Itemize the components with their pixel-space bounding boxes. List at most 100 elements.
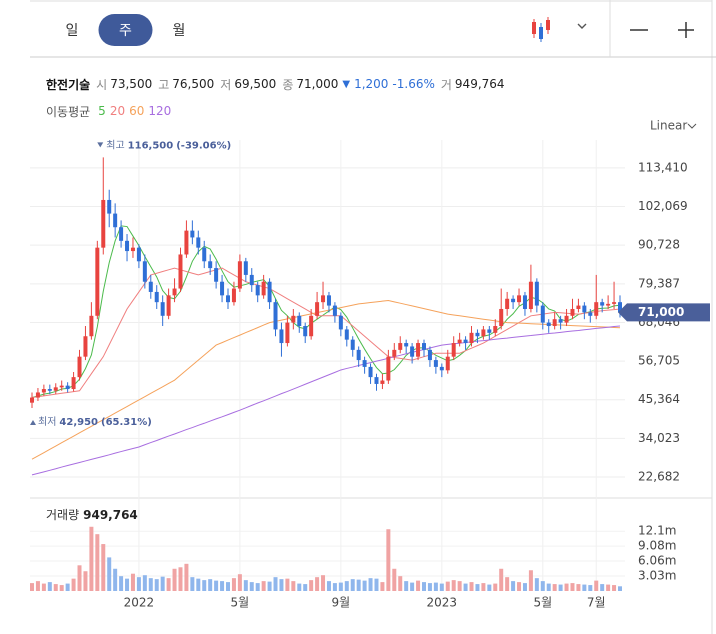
candle-body [190, 230, 195, 238]
extreme-label: 최저 42,950 (65.31%) [38, 416, 152, 428]
tab[interactable]: 주 [119, 23, 132, 39]
volume-bar [119, 576, 124, 591]
icon-part [539, 27, 543, 39]
candle-body [89, 315, 94, 337]
candle-body [481, 329, 486, 337]
volume-bar [95, 534, 100, 591]
volume-title: 거래량 949,764 [46, 508, 138, 522]
volume-bar [142, 575, 147, 591]
y-tick-label: 9.08m [638, 539, 676, 553]
ma-legend: 이동평균 5 20 60 120 [46, 103, 171, 119]
candle-body [350, 339, 355, 350]
volume-bar [160, 576, 165, 591]
max-marker [97, 142, 104, 148]
volume-bar [196, 578, 201, 591]
chart-type-icon[interactable] [532, 17, 550, 42]
candle-body [220, 281, 225, 296]
field-label: 고 [158, 77, 170, 92]
extreme-label: 최고 116,500 (-39.06%) [106, 139, 231, 151]
candle-body [517, 295, 522, 303]
volume-bar [285, 578, 290, 591]
candle-body [83, 336, 88, 357]
candle-body [344, 329, 349, 340]
candle-body [522, 295, 527, 309]
volume-bar [558, 584, 563, 591]
volume-bar [570, 583, 575, 591]
scale-caret[interactable] [687, 123, 697, 129]
candle-body [582, 305, 587, 313]
volume-bar [332, 583, 337, 591]
candle-body [243, 261, 248, 275]
y-tick-label: 22,682 [638, 470, 680, 484]
x-tick-label: 9월 [332, 596, 351, 610]
candle-body [386, 356, 391, 381]
dropdown-caret[interactable] [577, 23, 587, 29]
volume-bar [517, 582, 522, 591]
volume-bar [433, 582, 438, 591]
y-tick-label: 3.03m [638, 569, 676, 583]
candle-body [71, 377, 76, 390]
volume-bar [594, 580, 599, 591]
candle-body [564, 315, 569, 323]
candle-body [552, 319, 557, 327]
volume-bar [564, 583, 569, 591]
candle-body [231, 288, 236, 303]
volume-bar [47, 582, 52, 591]
candle-body [178, 254, 183, 289]
y-tick-label: 12.1m [638, 524, 676, 538]
candle-body [196, 237, 201, 248]
volume-bar [315, 577, 320, 591]
candle-body [208, 261, 213, 269]
candle-body [279, 329, 284, 344]
volume-bar [41, 583, 46, 591]
volume-bar [511, 581, 516, 591]
candle-body [600, 302, 605, 306]
candle-body [606, 303, 611, 306]
zoom-in[interactable] [678, 22, 694, 38]
tab[interactable]: 일 [66, 23, 79, 39]
legend-entry: 20 [109, 104, 126, 118]
candle-body [303, 326, 308, 337]
candle-body [95, 247, 100, 316]
volume-bar [410, 582, 415, 591]
candle-body [35, 392, 40, 398]
icon-part [532, 22, 536, 34]
volume-bar [59, 585, 64, 591]
volume-bar [261, 581, 266, 591]
extreme-text: 최저 [38, 416, 56, 428]
volume-bar [326, 581, 331, 591]
volume-bar [178, 567, 183, 591]
candle-body [493, 326, 498, 333]
x-tick-label: 2022 [124, 596, 155, 610]
candle-body [321, 295, 326, 303]
candle-body [291, 315, 296, 323]
tab-active-bg [98, 14, 153, 46]
tab[interactable]: 월 [173, 23, 186, 39]
ma-line [31, 267, 621, 399]
volume-bar [600, 584, 605, 591]
volume-bar [380, 582, 385, 591]
volume-bar [291, 581, 296, 591]
volume-bar [386, 529, 391, 591]
volume-bar [208, 579, 213, 591]
volume-bar [83, 571, 88, 591]
volume-bar [125, 578, 130, 591]
volume-bar [190, 577, 195, 591]
volume-bar [226, 582, 230, 591]
candle-body [380, 380, 385, 384]
candle-body [546, 322, 551, 327]
scale-toggle[interactable]: Linear [650, 119, 687, 133]
volume-bar [154, 579, 159, 591]
volume-bar [546, 583, 551, 591]
volume-bar [522, 583, 527, 591]
y-tick-label: 90,728 [638, 238, 680, 252]
volume-bar [101, 544, 106, 591]
candle-body [404, 343, 409, 347]
candle-body [356, 349, 361, 361]
candle-body [570, 308, 575, 316]
candle-body [237, 261, 242, 289]
candle-body [53, 387, 58, 391]
candle-body [374, 377, 379, 384]
x-tick-label: 5월 [533, 596, 552, 610]
